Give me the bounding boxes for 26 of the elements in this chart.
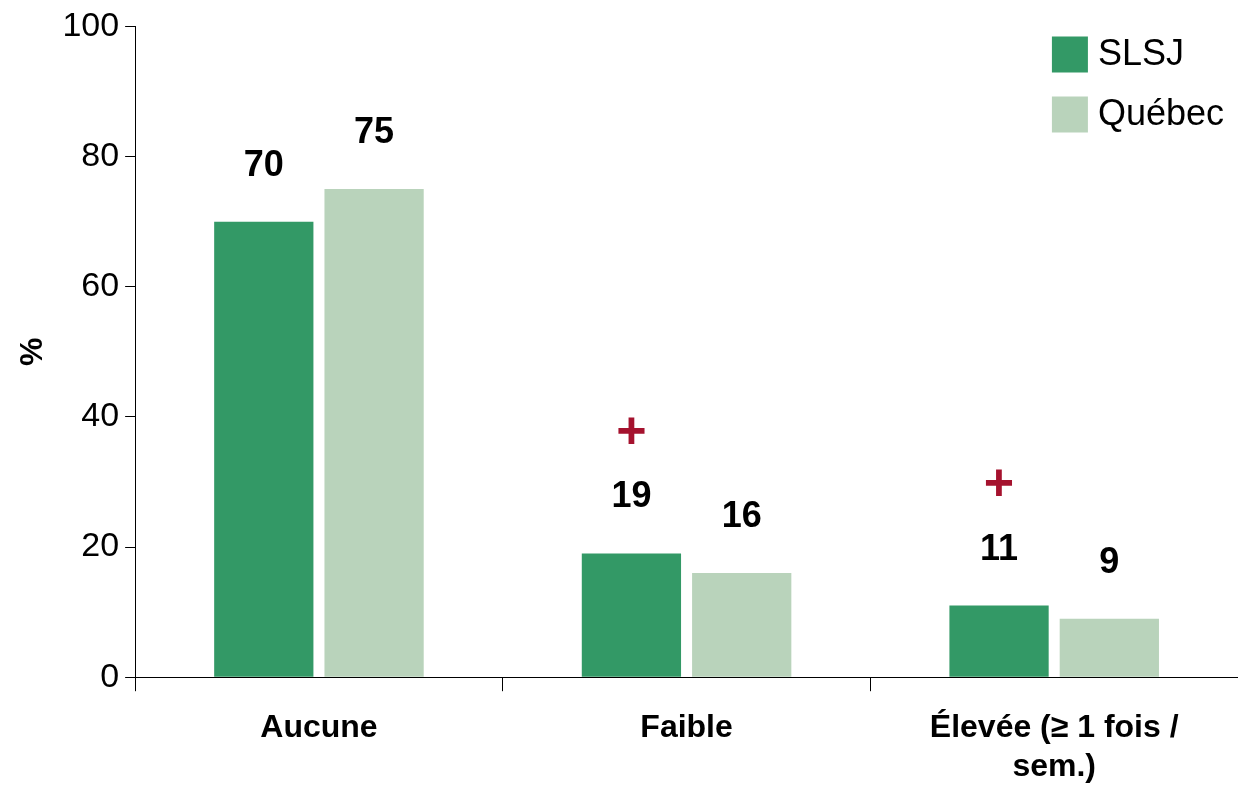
bar bbox=[949, 605, 1049, 677]
annotation: + bbox=[983, 452, 1015, 511]
x-tick-label: Élevée (≥ 1 fois / sem.) bbox=[929, 708, 1179, 783]
bar bbox=[1059, 618, 1159, 677]
y-tick-label: 60 bbox=[81, 265, 120, 304]
bar bbox=[214, 221, 314, 677]
data-label: 70 bbox=[243, 142, 284, 184]
data-label: 9 bbox=[1099, 539, 1120, 581]
data-label: 75 bbox=[354, 110, 395, 152]
x-tick-label: Aucune bbox=[260, 708, 378, 745]
x-tick-label: Faible bbox=[640, 708, 733, 745]
y-tick-label: 20 bbox=[81, 525, 120, 564]
data-label: 16 bbox=[721, 493, 762, 535]
bar bbox=[581, 553, 682, 677]
y-tick-label: 0 bbox=[100, 655, 120, 694]
bar bbox=[324, 189, 424, 677]
annotation: + bbox=[616, 400, 647, 459]
legend-label: SLSJ bbox=[1097, 32, 1184, 74]
data-label: 19 bbox=[611, 474, 652, 516]
y-tick-label: 80 bbox=[81, 134, 120, 173]
data-label: 11 bbox=[980, 526, 1019, 568]
y-tick-label: 100 bbox=[62, 4, 120, 43]
bar bbox=[692, 573, 792, 677]
y-axis-title: % bbox=[13, 337, 50, 367]
y-tick-label: 40 bbox=[81, 395, 120, 434]
legend-label: Québec bbox=[1097, 92, 1225, 134]
